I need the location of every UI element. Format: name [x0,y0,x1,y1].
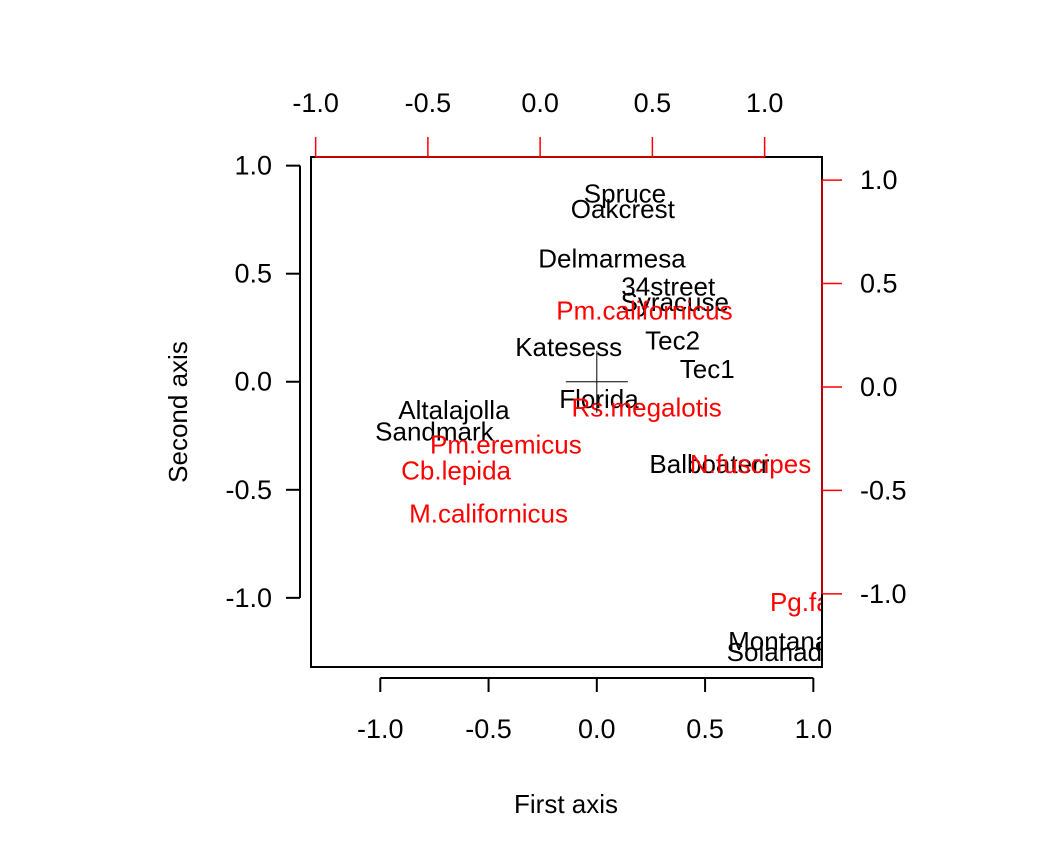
species-label: Pm.eremicus [430,429,582,459]
y-tick-label-left: 0.5 [234,259,272,289]
x-tick-label-top: 1.0 [746,88,784,118]
sites-label: Solanadr [727,637,831,667]
sites-label: 34street [621,272,716,302]
x-axis-top: -1.0 -0.5 0.0 0.5 1.0 [292,88,784,158]
sites-label: Tec2 [645,326,700,356]
x-tick-label-bottom: 0.0 [578,714,616,744]
sites-label: Syracuse [621,287,729,317]
species-label: N.fuscipes [690,449,811,479]
y-axis-title: Second axis [163,341,193,483]
y-tick-label-right: -0.5 [860,475,907,505]
y-tick-label-right: 0.0 [860,372,898,402]
sites-label: Sandmark [375,416,494,446]
species-label: Cb.lepida [401,455,511,485]
x-axis-title: First axis [514,789,618,819]
x-tick-label-bottom: -1.0 [357,714,404,744]
x-tick-label-top: 0.0 [521,88,559,118]
sites-label: Altalajolla [398,395,510,425]
species-label: Rs.megalotis [571,393,721,423]
sites-label: Balboaterr [649,449,769,479]
species-label: Pm.californicus [556,295,732,325]
x-tick-label-bottom: -0.5 [465,714,512,744]
x-tick-label-bottom: 1.0 [795,714,833,744]
y-axis-left: -1.0 -0.5 0.0 0.5 1.0 [225,151,301,613]
sites-label: Florida [559,384,639,414]
sites-label: Montana [728,626,830,656]
sites-label: Oakcrest [571,194,676,224]
y-tick-label-left: 1.0 [234,151,272,181]
sites-label: Spruce [584,179,666,209]
y-tick-label-right: 0.5 [860,269,898,299]
x-tick-label-top: -1.0 [292,88,339,118]
y-axis-right: -1.0 -0.5 0.0 0.5 1.0 [821,165,907,609]
sites-label: Delmarmesa [538,244,686,274]
origin-cross [565,350,628,413]
x-tick-label-top: 0.5 [634,88,672,118]
y-tick-label-left: -0.5 [225,475,272,505]
x-tick-label-top: -0.5 [405,88,452,118]
y-tick-label-right: -1.0 [860,579,907,609]
species-label: M.californicus [409,499,568,529]
x-axis-bottom: -1.0 -0.5 0.0 0.5 1.0 [357,677,833,744]
sites-label: Tec1 [680,354,735,384]
x-tick-label-bottom: 0.5 [686,714,724,744]
sites-label: Katesess [515,332,622,362]
species-label: Pg.fallax [770,587,870,617]
y-tick-label-right: 1.0 [860,165,898,195]
y-tick-label-left: 0.0 [234,367,272,397]
y-tick-label-left: -1.0 [225,583,272,613]
